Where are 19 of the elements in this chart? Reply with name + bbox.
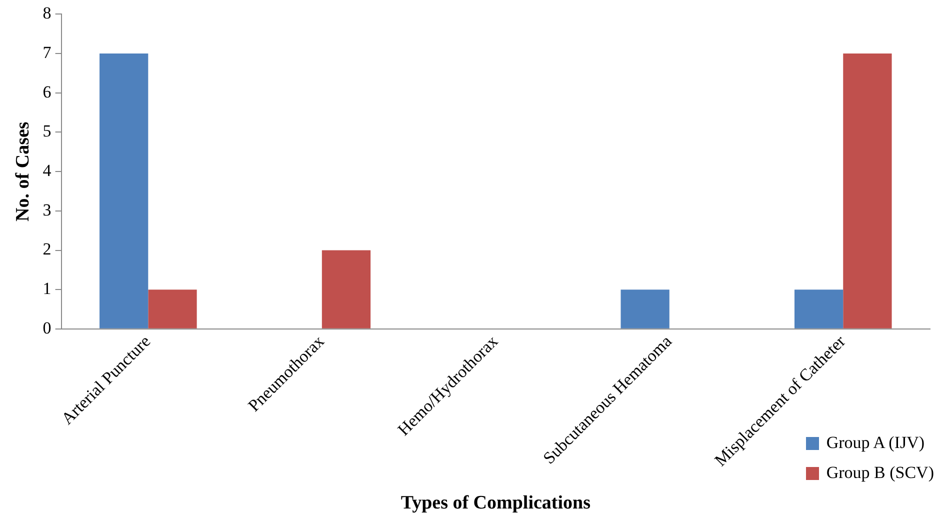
bar [100,54,148,328]
y-tick-label: 2 [42,240,52,259]
y-tick-label: 8 [42,4,52,23]
y-tick-label: 4 [42,161,52,180]
legend-label: Group B (SCV) [826,463,934,483]
y-tick-label: 3 [42,200,52,220]
x-axis-title: Types of Complications [400,492,590,514]
bar [148,290,197,328]
y-tick-label: 7 [42,43,52,62]
y-axis-title: No. of Cases [12,122,34,222]
bar [843,54,892,328]
legend-label: Group A (IJV) [826,433,925,453]
y-tick-label: 1 [42,279,52,298]
bar [322,250,371,328]
y-tick-label: 0 [42,318,52,338]
y-tick-label: 6 [42,82,52,102]
y-tick-label: 5 [42,122,52,141]
bar [794,290,844,328]
bar [620,290,670,328]
